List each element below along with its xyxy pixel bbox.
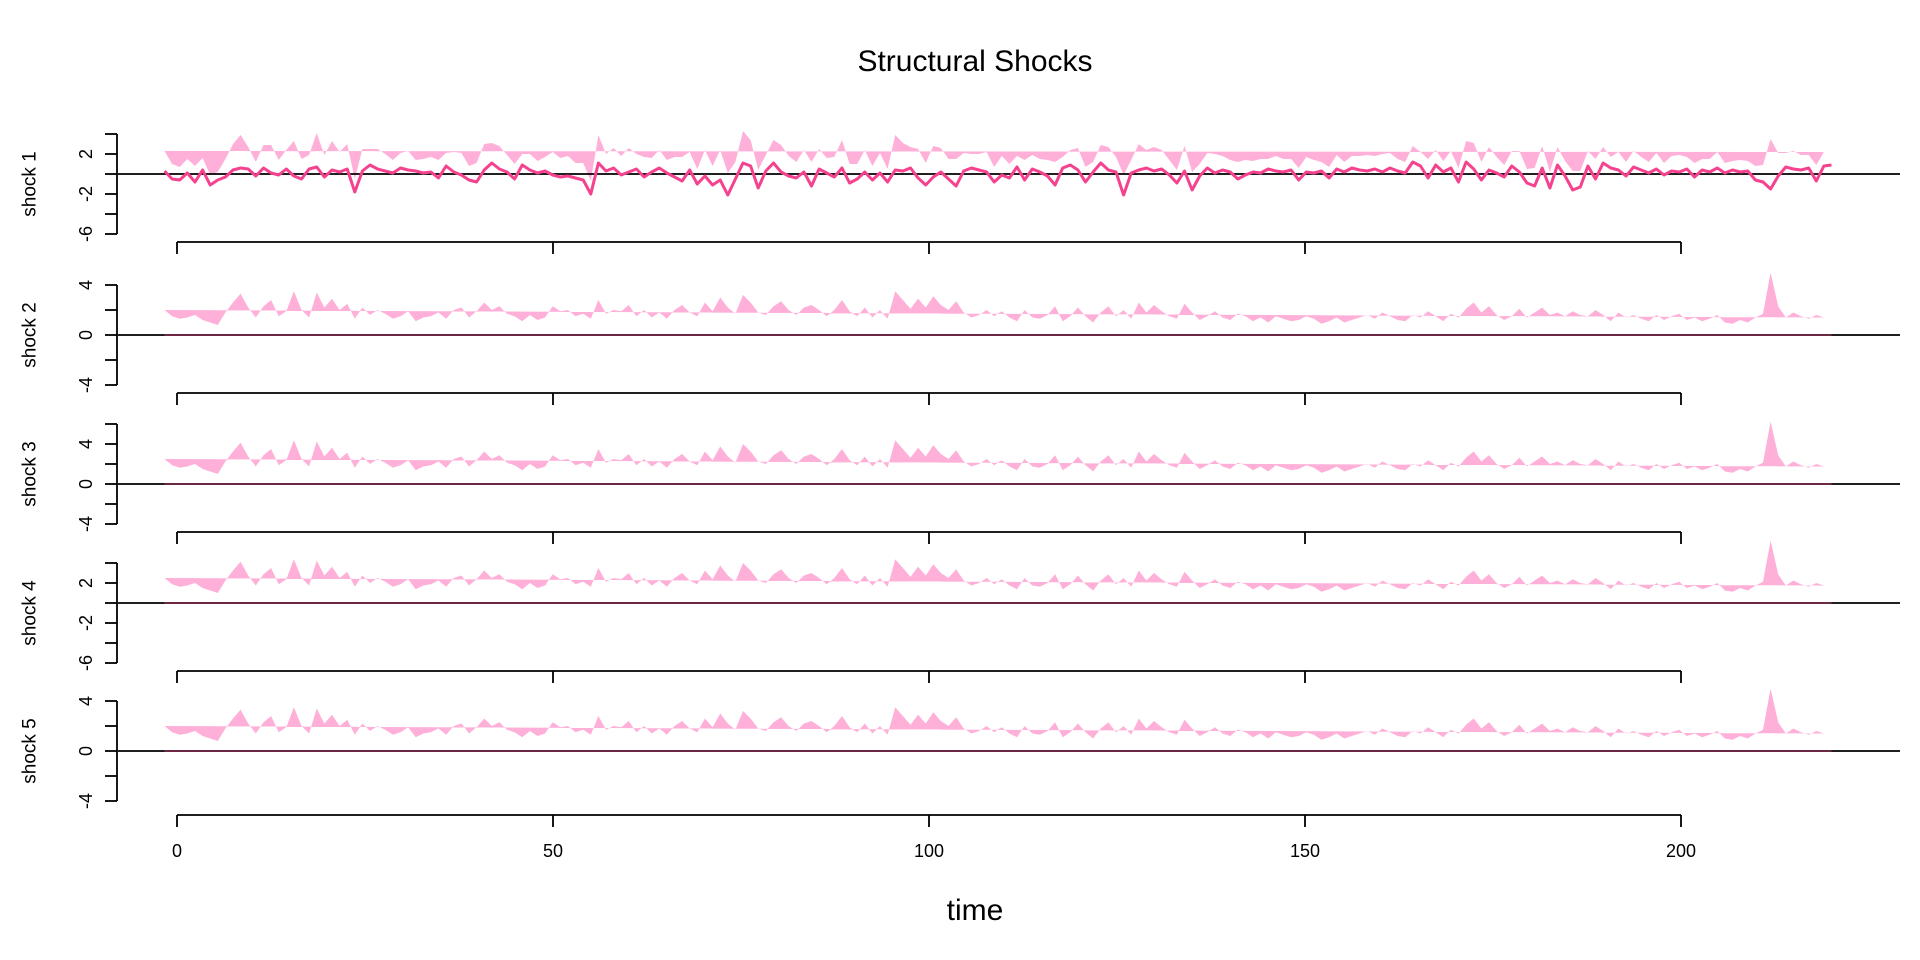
credible-band-5 <box>164 688 1824 741</box>
y-tick-label-3-4: 4 <box>76 439 96 449</box>
median-line-1 <box>163 160 1832 197</box>
y-tick-label-1-2: -2 <box>76 186 96 202</box>
x-tick-label-2: 100 <box>914 841 944 861</box>
credible-band-4 <box>164 540 1824 593</box>
panel-4: -6 -2 2 shock 4 <box>20 540 1900 683</box>
panels: -6 -2 2 shock 1 -4 0 4 shock 2 -4 0 4 shock 3 -6 -2 2 s… <box>20 131 1900 861</box>
y-tick-label-3-2: 0 <box>76 479 96 489</box>
y-tick-label-5-4: 4 <box>76 696 96 706</box>
credible-band-3 <box>164 421 1824 474</box>
credible-band-1 <box>164 131 1824 181</box>
panel-2: -4 0 4 shock 2 <box>20 272 1900 405</box>
y-tick-label-4-4: 2 <box>76 578 96 588</box>
x-tick-label-3: 150 <box>1290 841 1320 861</box>
x-tick-label-1: 50 <box>543 841 563 861</box>
y-tick-label-4-2: -2 <box>76 615 96 631</box>
x-tick-label-0: 0 <box>172 841 182 861</box>
panel-1: -6 -2 2 shock 1 <box>20 131 1900 254</box>
panel-label-5: shock 5 <box>20 718 41 783</box>
panel-label-1: shock 1 <box>20 151 41 216</box>
y-tick-label-3-0: -4 <box>76 516 96 532</box>
panel-label-4: shock 4 <box>20 580 41 646</box>
y-tick-label-1-4: 2 <box>76 149 96 159</box>
x-axis-label: time <box>947 894 1004 927</box>
y-tick-label-2-2: 0 <box>76 330 96 340</box>
chart-title: Structural Shocks <box>857 45 1092 78</box>
y-tick-label-5-2: 0 <box>76 746 96 756</box>
x-tick-label-4: 200 <box>1666 841 1696 861</box>
panel-label-3: shock 3 <box>20 441 41 506</box>
panel-3: -4 0 4 shock 3 <box>20 421 1900 544</box>
y-tick-label-4-0: -6 <box>76 655 96 671</box>
credible-band-2 <box>164 272 1824 325</box>
panel-label-2: shock 2 <box>20 302 41 367</box>
y-tick-label-2-4: 4 <box>76 280 96 290</box>
y-tick-label-2-0: -4 <box>76 377 96 393</box>
y-tick-label-1-0: -6 <box>76 226 96 242</box>
y-tick-label-5-0: -4 <box>76 793 96 809</box>
panel-5: -4 0 4 shock 5 0 50 100 150 200 <box>20 688 1900 861</box>
